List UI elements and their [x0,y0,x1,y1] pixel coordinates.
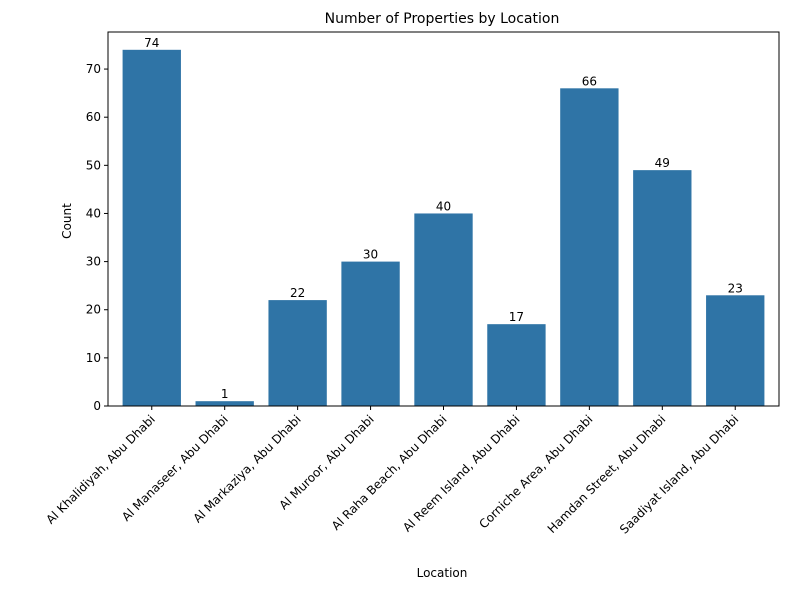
bar-1 [122,49,181,407]
y-tick-label-30: 30 [86,255,101,269]
x-tick-label-9: Saadiyat Island, Abu Dhabi [617,412,741,536]
bar-2 [195,401,254,406]
y-tick-label-50: 50 [86,158,101,172]
x-axis-label: Location [417,566,468,580]
bar-5 [414,213,473,406]
data-label-9: 23 [728,281,743,295]
bar-4 [341,261,400,406]
data-label-4: 30 [363,248,378,262]
bar-6 [487,324,546,406]
data-label-8: 49 [655,156,670,170]
bar-3 [268,300,327,406]
chart-title: Number of Properties by Location [325,11,560,27]
x-tick-label-6: Al Reem Island, Abu Dhabi [400,412,522,534]
y-axis-label: Count [60,203,74,239]
data-label-5: 40 [436,199,451,213]
data-label-7: 66 [582,74,597,88]
y-tick-label-0: 0 [93,399,101,413]
bar-7 [560,88,619,407]
y-tick-label-10: 10 [86,351,101,365]
data-label-3: 22 [290,286,305,300]
y-tick-label-20: 20 [86,303,101,317]
plot-frame [107,31,780,407]
data-label-1: 74 [144,36,159,50]
x-tick-label-8: Hamdan Street, Abu Dhabi [545,412,669,536]
y-tick-label-40: 40 [86,206,101,220]
x-tick-label-5: Al Raha Beach, Abu Dhabi [329,412,450,533]
data-label-6: 17 [509,310,524,324]
y-tick-label-70: 70 [86,62,101,76]
bar-8 [633,170,692,406]
y-tick-label-60: 60 [86,110,101,124]
bar-9 [706,295,765,406]
data-label-2: 1 [221,387,229,401]
